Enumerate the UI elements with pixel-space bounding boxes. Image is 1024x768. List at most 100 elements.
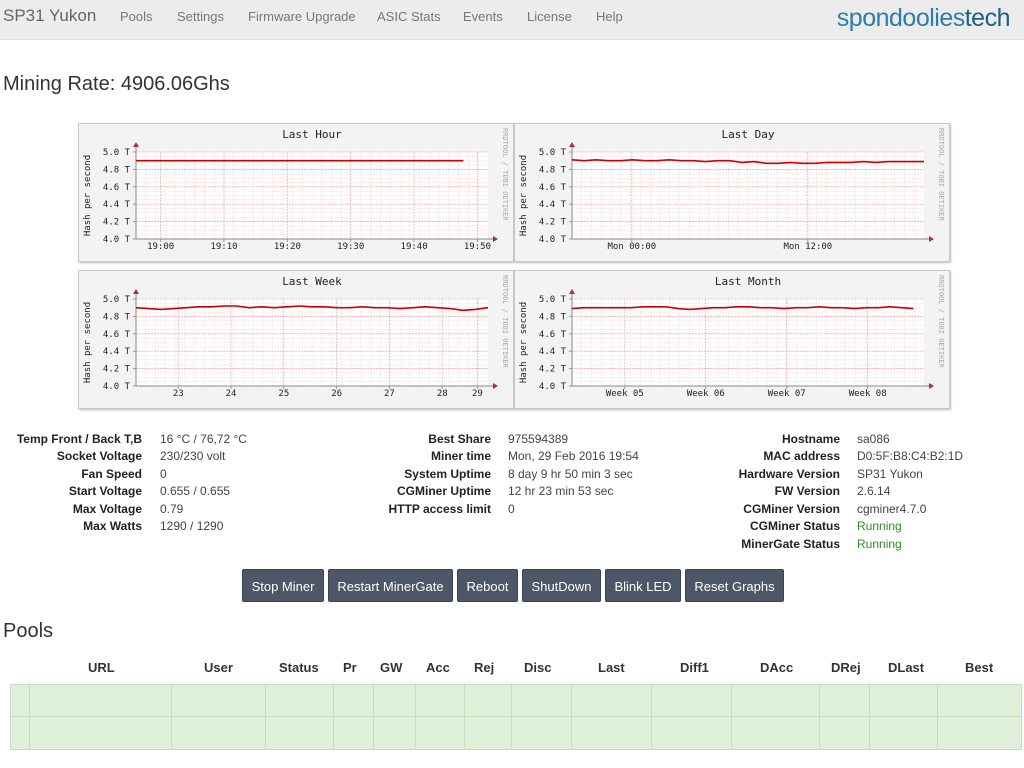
y-tick-label: 4.2 T [539, 218, 567, 228]
reset-graphs-button[interactable]: Reset Graphs [685, 569, 784, 602]
chart-last-hour: 5.0 T 4.8 T 4.6 T 4.4 T 4.2 T 4.0 T 19:00 19:10… [78, 123, 514, 262]
nav-asic-stats[interactable]: ASIC Stats [377, 9, 441, 24]
x-tick-label: 26 [331, 389, 342, 399]
stat-label-cgminer-uptime: CGMiner Uptime [396, 484, 491, 498]
stat-label-fan-speed: Fan Speed [81, 467, 142, 481]
x-tick-label: 25 [278, 389, 289, 399]
y-tick-label: 4.6 T [539, 330, 567, 340]
y-tick-label: 4.0 T [539, 235, 567, 245]
y-axis-arrow [133, 289, 139, 294]
chart-last-week: 5.0 T 4.8 T 4.6 T 4.4 T 4.2 T 4.0 T 23 24 25 26 27… [78, 270, 514, 409]
stat-value-system-uptime: 8 day 9 hr 50 min 3 sec [508, 467, 633, 481]
pools-header-diff1: Diff1 [680, 660, 709, 675]
y-tick-label: 4.4 T [539, 200, 567, 210]
stat-value-temp: 16 °C / 76,72 °C [160, 432, 247, 446]
x-tick-label: 19:20 [274, 242, 301, 252]
y-axis-arrow [569, 142, 575, 147]
y-axis-arrow [133, 142, 139, 147]
rrdtool-credit: RRDTOOL / TOBI OETIKER [501, 275, 509, 369]
stat-label-temp: Temp Front / Back T,B [16, 432, 142, 446]
y-tick-label: 4.8 T [103, 165, 131, 175]
x-tick-label: Mon 00:00 [607, 242, 656, 252]
stat-label-hostname: Hostname [781, 432, 840, 446]
nav-pools[interactable]: Pools [120, 9, 153, 24]
y-tick-label: 5.0 T [103, 148, 131, 158]
x-tick-label: 19:10 [210, 242, 237, 252]
chart-svg: 5.0 T 4.8 T 4.6 T 4.4 T 4.2 T 4.0 T Mon 00:00 M… [519, 128, 945, 252]
blink-led-button[interactable]: Blink LED [605, 569, 681, 602]
pools-header-dlast: DLast [888, 660, 925, 675]
x-tick-label: 19:00 [147, 242, 174, 252]
logo-text-secondary: tech [964, 4, 1011, 32]
pools-col-divider [265, 685, 266, 749]
y-axis-label: Hash per second [83, 155, 93, 236]
y-tick-label: 4.0 T [103, 235, 131, 245]
x-tick-label: 19:40 [401, 242, 428, 252]
pools-col-divider [819, 685, 820, 749]
stat-value-fw-version: 2.6.14 [857, 484, 891, 498]
brand-link[interactable]: SP31 Yukon [3, 6, 97, 25]
stat-value-max-voltage: 0.79 [160, 502, 184, 516]
stat-label-http-access-limit: HTTP access limit [388, 502, 492, 516]
pools-col-divider [651, 685, 652, 749]
pools-col-divider [415, 685, 416, 749]
chart-title: Last Week [282, 275, 342, 288]
stat-label-cgminer-status: CGMiner Status [749, 519, 840, 533]
stat-value-minergate-status: Running [857, 537, 902, 551]
shutdown-button[interactable]: ShutDown [522, 569, 601, 602]
stop-miner-button[interactable]: Stop Miner [242, 569, 324, 602]
pools-col-divider [333, 685, 334, 749]
restart-minergate-button[interactable]: Restart MinerGate [328, 569, 453, 602]
stat-label-max-voltage: Max Voltage [72, 502, 142, 516]
pools-header-drej: DRej [831, 660, 861, 675]
series-line [571, 305, 914, 311]
pools-header-rej: Rej [474, 660, 495, 675]
stat-value-best-share: 975594389 [508, 432, 569, 446]
reboot-button[interactable]: Reboot [457, 569, 518, 602]
chart-svg: 5.0 T 4.8 T 4.6 T 4.4 T 4.2 T 4.0 T 19:00 19:10… [83, 128, 509, 252]
stat-value-cgminer-status: Running [857, 519, 902, 533]
chart-svg: 5.0 T 4.8 T 4.6 T 4.4 T 4.2 T 4.0 T 23 24 25 26 27… [83, 275, 509, 399]
y-tick-label: 4.4 T [103, 347, 131, 357]
pools-col-divider [29, 685, 30, 749]
stat-value-cgminer-uptime: 12 hr 23 min 53 sec [508, 484, 614, 498]
pools-header-last: Last [598, 660, 625, 675]
pools-header-best: Best [965, 660, 994, 675]
y-tick-label: 5.0 T [539, 295, 567, 305]
y-tick-label: 4.2 T [539, 365, 567, 375]
chart-last-day: 5.0 T 4.8 T 4.6 T 4.4 T 4.2 T 4.0 T Mon 00:00 M… [514, 123, 950, 262]
x-tick-label: Week 07 [768, 389, 806, 399]
rrdtool-credit: RRDTOOL / TOBI OETIKER [937, 275, 945, 369]
nav-help[interactable]: Help [596, 9, 623, 24]
nav-license[interactable]: License [527, 9, 572, 24]
pools-col-divider [869, 685, 870, 749]
nav-events[interactable]: Events [463, 9, 503, 24]
stat-value-socket-voltage: 230/230 volt [160, 449, 226, 463]
stat-value-max-watts: 1290 / 1290 [160, 519, 224, 533]
y-tick-label: 4.8 T [539, 312, 567, 322]
stat-value-cgminer-version: cgminer4.7.0 [857, 502, 927, 516]
stat-label-max-watts: Max Watts [83, 519, 142, 533]
stat-label-system-uptime: System Uptime [404, 467, 491, 481]
pools-col-divider [937, 685, 938, 749]
x-tick-label: 29 [472, 389, 483, 399]
x-tick-label: Week 05 [606, 389, 644, 399]
pools-row-divider [11, 716, 1021, 717]
pools-header-dacc: DAcc [760, 660, 794, 675]
nav-firmware-upgrade[interactable]: Firmware Upgrade [248, 9, 356, 24]
x-tick-label: Mon 12:00 [783, 242, 832, 252]
x-tick-label: Week 06 [687, 389, 725, 399]
x-axis-arrow [929, 383, 934, 389]
pools-header-pr: Pr [343, 660, 357, 675]
x-tick-label: Week 08 [849, 389, 887, 399]
spondoolies-logo: spondooliestech [837, 4, 1011, 33]
y-tick-label: 5.0 T [539, 148, 567, 158]
pools-header-gw: GW [380, 660, 403, 675]
pools-col-divider [571, 685, 572, 749]
stat-label-best-share: Best Share [428, 432, 491, 446]
chart-title: Last Hour [282, 128, 342, 141]
y-tick-label: 4.0 T [103, 382, 131, 392]
y-tick-label: 4.8 T [103, 312, 131, 322]
nav-settings[interactable]: Settings [177, 9, 224, 24]
pools-col-divider [731, 685, 732, 749]
